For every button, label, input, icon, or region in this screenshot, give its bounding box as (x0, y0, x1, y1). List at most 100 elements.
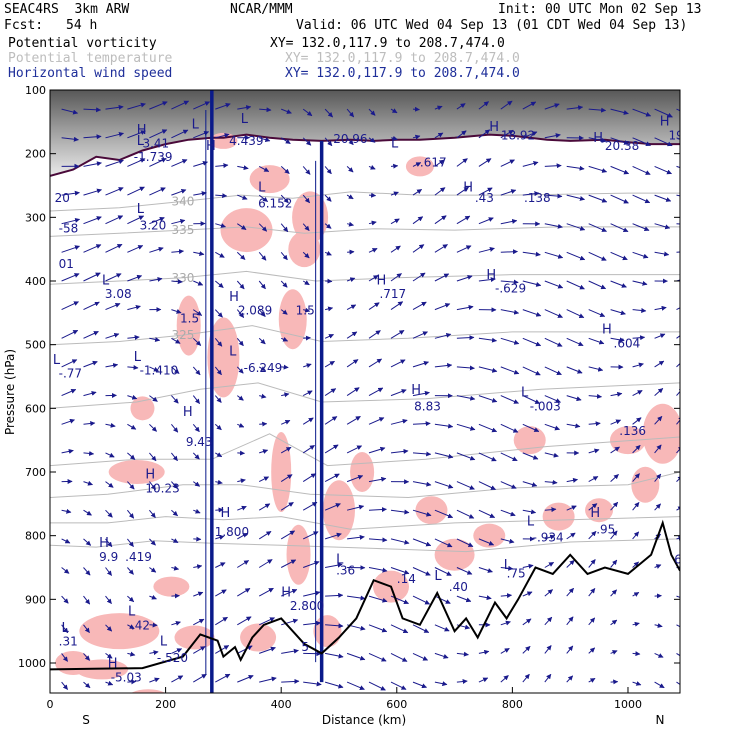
wind-vector-579 (654, 444, 662, 454)
wind-vector-7 (61, 301, 79, 311)
wind-vector-271 (325, 652, 344, 659)
wind-vector-234 (302, 194, 310, 204)
wind-vector-236 (302, 251, 310, 259)
wind-vector-240 (303, 363, 312, 369)
wind-vector-608 (676, 681, 680, 686)
wind-vector-255 (324, 194, 332, 202)
y-tick-label-4: 500 (25, 339, 46, 352)
wind-vector-90 (149, 276, 163, 282)
field-name-wind: Horizontal wind speed (8, 66, 173, 81)
wind-vector-451 (522, 395, 541, 404)
wind-vector-134 (192, 337, 202, 346)
wind-vector-277 (346, 221, 354, 227)
wind-vector-493 (566, 395, 582, 402)
wind-vector-85 (149, 129, 168, 139)
wind-vector-310 (368, 567, 388, 573)
wind-vector-97 (149, 481, 156, 490)
pv-value-22: -.77 (59, 366, 82, 380)
wind-vector-358 (434, 132, 444, 139)
wind-vector-286 (346, 474, 364, 483)
wind-vector-226 (280, 559, 297, 568)
wind-vector-593 (676, 251, 680, 253)
wind-vector-372 (434, 538, 453, 548)
wind-vectors (61, 100, 680, 691)
wind-vector-477 (544, 534, 556, 540)
wind-vector-77 (127, 509, 135, 519)
model-title: SEAC4RS 3km ARW (4, 2, 130, 17)
wind-vector-352 (412, 567, 431, 576)
wind-vector-336 (412, 106, 420, 112)
wind-vector-424 (500, 219, 518, 225)
wind-vector-405 (478, 277, 496, 283)
wind-vector-74 (127, 423, 137, 430)
wind-vector-475 (544, 479, 558, 485)
wind-vector-260 (324, 334, 334, 339)
wind-vector-33 (83, 450, 95, 456)
wind-vector-515 (588, 421, 601, 427)
wind-vector-449 (522, 337, 542, 347)
wind-vector-165 (215, 616, 228, 626)
wind-vector-564 (632, 621, 640, 627)
x-axis-label: Distance (km) (322, 713, 406, 727)
pv-shade-5 (207, 317, 240, 398)
wind-vector-194 (258, 251, 267, 261)
pv-shade-3 (130, 689, 166, 693)
wind-vector-533 (610, 337, 625, 343)
y-tick-label-1: 200 (25, 148, 46, 161)
wind-vector-302 (368, 330, 381, 339)
pv-value-32: .419 (125, 550, 152, 564)
wind-vector-148 (215, 132, 230, 139)
field-xy-theta: XY= 132.0,117.9 to 208.7,474.0 (285, 51, 520, 66)
pv-shade-24 (642, 403, 680, 464)
isentrope-label-2: 330 (171, 271, 194, 285)
wind-vector-605 (676, 595, 680, 600)
wind-vector-431 (500, 423, 519, 433)
pv-value-39: .75 (507, 566, 526, 580)
wind-vector-113 (171, 337, 181, 344)
hl-marker-23: H (145, 468, 155, 483)
wind-vector-35 (83, 509, 92, 516)
wind-vector-394 (456, 567, 473, 575)
wind-vector-549 (632, 194, 651, 204)
wind-vector-94 (149, 395, 158, 402)
hl-marker-6: H (489, 120, 499, 135)
wind-vector-88 (149, 216, 165, 225)
wind-vector-583 (654, 564, 662, 569)
wind-vector-287 (346, 504, 365, 511)
wind-vector-535 (610, 391, 623, 397)
wind-vector-143 (193, 591, 204, 597)
wind-vector-128 (193, 160, 208, 167)
wind-vector-430 (500, 395, 519, 404)
pv-shade-21 (542, 502, 575, 531)
wind-vector-115 (171, 395, 179, 404)
wind-vector-522 (588, 617, 596, 626)
wind-vector-523 (588, 647, 596, 654)
wind-vector-119 (171, 509, 178, 517)
wind-vector-512 (588, 337, 605, 345)
wind-vector-544 (610, 650, 618, 655)
wind-vector-20 (61, 681, 68, 690)
wind-vector-581 (654, 503, 661, 511)
hl-marker-12: L (102, 273, 110, 288)
wind-vector-386 (456, 335, 475, 341)
field-name-theta: Potential temperature (8, 51, 173, 66)
wind-vector-295 (368, 137, 376, 143)
wind-vector-283 (346, 387, 360, 397)
wind-vector-294 (368, 108, 376, 116)
wind-vector-237 (302, 280, 310, 286)
wind-vector-327 (390, 448, 409, 454)
wind-vector-14 (61, 508, 72, 514)
wind-vector-51 (105, 362, 119, 368)
wind-vector-235 (302, 223, 310, 231)
pv-value-17: 1.5 (180, 312, 199, 326)
hl-marker-13: H (229, 290, 239, 305)
wind-vector-45 (105, 187, 124, 196)
hl-marker-34: L (160, 635, 168, 650)
pv-shade-7 (220, 208, 273, 253)
wind-vector-210 (281, 108, 292, 114)
isentrope-8 (50, 538, 680, 553)
pv-value-12: -58 (59, 221, 79, 235)
wind-vector-145 (193, 646, 206, 654)
wind-vector-233 (302, 166, 311, 175)
wind-vector-409 (478, 395, 498, 403)
